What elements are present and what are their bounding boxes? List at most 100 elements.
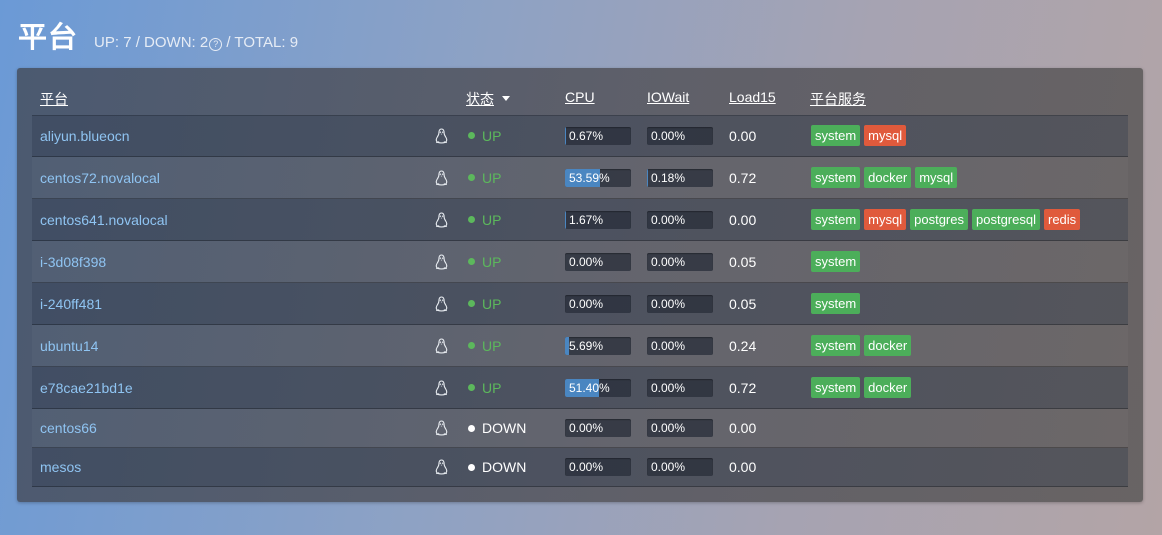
service-tag-mysql[interactable]: mysql bbox=[864, 125, 907, 146]
cpu-cell: 5.69% bbox=[565, 325, 631, 366]
summary-total: / TOTAL: 9 bbox=[222, 34, 299, 51]
column-header-platform[interactable]: 平台 bbox=[40, 91, 68, 107]
host-link[interactable]: ubuntu14 bbox=[40, 337, 99, 354]
iowait-bar: 0.00% bbox=[647, 126, 713, 145]
cpu-usage-fill bbox=[565, 378, 599, 397]
table-row: ubuntu14 UP 5.69% 0.00% 0.24 system docker bbox=[32, 325, 1128, 367]
service-tag-docker[interactable]: docker bbox=[864, 167, 912, 188]
sort-desc-icon bbox=[502, 96, 510, 101]
status-text: DOWN bbox=[482, 420, 527, 436]
cpu-cell: 0.00% bbox=[565, 409, 631, 447]
linux-penguin-icon bbox=[434, 241, 448, 282]
host-link[interactable]: centos72.novalocal bbox=[40, 169, 160, 186]
cpu-usage-value: 51.40% bbox=[569, 380, 610, 395]
cpu-usage-value: 1.67% bbox=[569, 212, 604, 227]
host-link[interactable]: centos66 bbox=[40, 420, 97, 436]
host-link[interactable]: e78cae21bd1e bbox=[40, 379, 133, 396]
linux-penguin-icon bbox=[434, 199, 448, 240]
service-tag-mysql[interactable]: mysql bbox=[864, 209, 907, 230]
service-tag-system[interactable]: system bbox=[811, 125, 861, 146]
help-icon[interactable]: ? bbox=[209, 38, 223, 51]
iowait-cell: 0.00% bbox=[647, 409, 713, 447]
service-tag-system[interactable]: system bbox=[811, 335, 861, 356]
service-tag-postgresql[interactable]: postgresql bbox=[972, 209, 1040, 230]
status-summary: UP: 7 / DOWN: 2? / TOTAL: 9 bbox=[94, 34, 298, 51]
status-indicator: UP bbox=[468, 325, 501, 366]
host-link[interactable]: mesos bbox=[40, 459, 82, 475]
cpu-cell: 0.00% bbox=[565, 241, 631, 282]
iowait-value: 0.00% bbox=[651, 128, 686, 143]
cpu-usage-fill bbox=[565, 336, 569, 355]
column-header-load15[interactable]: Load15 bbox=[729, 89, 776, 105]
load15-value: 0.00 bbox=[729, 211, 757, 228]
host-link[interactable]: centos641.novalocal bbox=[40, 211, 168, 228]
status-text: UP bbox=[482, 253, 502, 270]
status-text: UP bbox=[482, 127, 502, 144]
table-row: centos72.novalocal UP 53.59% 0.18% 0.72 syste… bbox=[32, 157, 1128, 199]
linux-penguin-icon bbox=[434, 115, 448, 156]
iowait-value: 0.00% bbox=[651, 338, 686, 353]
cpu-usage-value: 5.69% bbox=[569, 338, 604, 353]
service-tag-system[interactable]: system bbox=[811, 167, 861, 188]
iowait-value: 0.00% bbox=[651, 460, 686, 474]
status-text: DOWN bbox=[482, 459, 527, 475]
host-link[interactable]: i-3d08f398 bbox=[40, 253, 107, 270]
service-tag-system[interactable]: system bbox=[811, 377, 861, 398]
column-header-status[interactable]: 状态 bbox=[466, 89, 510, 109]
column-header-cpu[interactable]: CPU bbox=[565, 89, 595, 105]
service-tag-docker[interactable]: docker bbox=[864, 335, 912, 356]
iowait-value: 0.00% bbox=[651, 421, 686, 435]
status-indicator: DOWN bbox=[468, 409, 526, 447]
iowait-value: 0.18% bbox=[651, 170, 686, 185]
service-tags: system mysql bbox=[811, 115, 907, 156]
host-link[interactable]: i-240ff481 bbox=[40, 295, 103, 312]
column-header-services[interactable]: 平台服务 bbox=[810, 91, 866, 107]
cpu-cell: 0.00% bbox=[565, 448, 631, 486]
load15-value: 0.00 bbox=[729, 127, 757, 144]
cpu-usage-value: 53.59% bbox=[569, 170, 610, 185]
host-link[interactable]: aliyun.blueocn bbox=[40, 127, 130, 144]
linux-penguin-icon bbox=[434, 448, 448, 486]
cpu-usage-value: 0.00% bbox=[569, 254, 604, 269]
status-dot-icon bbox=[468, 342, 475, 349]
table-row: mesos DOWN 0.00% 0.00% 0.00 bbox=[32, 448, 1128, 487]
iowait-bar: 0.00% bbox=[647, 294, 713, 313]
iowait-cell: 0.00% bbox=[647, 448, 713, 486]
column-header-iowait[interactable]: IOWait bbox=[647, 89, 690, 105]
page-title: 平台 bbox=[18, 20, 79, 54]
table-row: e78cae21bd1e UP 51.40% 0.00% 0.72 system docke… bbox=[32, 367, 1128, 409]
service-tag-postgres[interactable]: postgres bbox=[910, 209, 968, 230]
status-dot-icon bbox=[468, 258, 475, 265]
table-row: centos641.novalocal UP 1.67% 0.00% 0.00 syste… bbox=[32, 199, 1128, 241]
service-tag-mysql[interactable]: mysql bbox=[915, 167, 958, 188]
iowait-value: 0.00% bbox=[651, 380, 686, 395]
cpu-usage-value: 0.00% bbox=[569, 460, 604, 474]
service-tag-system[interactable]: system bbox=[811, 293, 861, 314]
table-row: centos66 DOWN 0.00% 0.00% 0.00 bbox=[32, 409, 1128, 448]
status-indicator: UP bbox=[468, 199, 501, 240]
table-body: aliyun.blueocn UP 0.67% 0.00% 0.00 system mysq… bbox=[32, 115, 1128, 487]
service-tag-docker[interactable]: docker bbox=[864, 377, 912, 398]
linux-penguin-icon bbox=[434, 409, 448, 447]
iowait-value: 0.00% bbox=[651, 212, 686, 227]
platform-table-panel: 平台 状态 CPU IOWait Load15 平台服务 aliyun.blue… bbox=[17, 68, 1143, 502]
cpu-cell: 1.67% bbox=[565, 199, 631, 240]
status-dot-icon bbox=[468, 300, 475, 307]
service-tags: system bbox=[811, 241, 861, 282]
page-header: 平台 UP: 7 / DOWN: 2? / TOTAL: 9 bbox=[18, 14, 298, 56]
service-tags: system mysql postgres postgresql redis bbox=[811, 199, 1081, 240]
status-indicator: UP bbox=[468, 283, 501, 324]
iowait-bar: 0.00% bbox=[647, 336, 713, 355]
iowait-cell: 0.00% bbox=[647, 367, 713, 408]
service-tag-system[interactable]: system bbox=[811, 209, 861, 230]
status-indicator: DOWN bbox=[468, 448, 526, 486]
service-tag-system[interactable]: system bbox=[811, 251, 861, 272]
linux-penguin-icon bbox=[434, 157, 448, 198]
status-dot-icon bbox=[468, 174, 475, 181]
iowait-cell: 0.00% bbox=[647, 283, 713, 324]
iowait-bar: 0.18% bbox=[647, 168, 713, 187]
load15-value: 0.72 bbox=[729, 169, 757, 186]
service-tag-redis[interactable]: redis bbox=[1043, 209, 1081, 230]
table-row: i-3d08f398 UP 0.00% 0.00% 0.05 system bbox=[32, 241, 1128, 283]
iowait-bar: 0.00% bbox=[647, 419, 713, 437]
